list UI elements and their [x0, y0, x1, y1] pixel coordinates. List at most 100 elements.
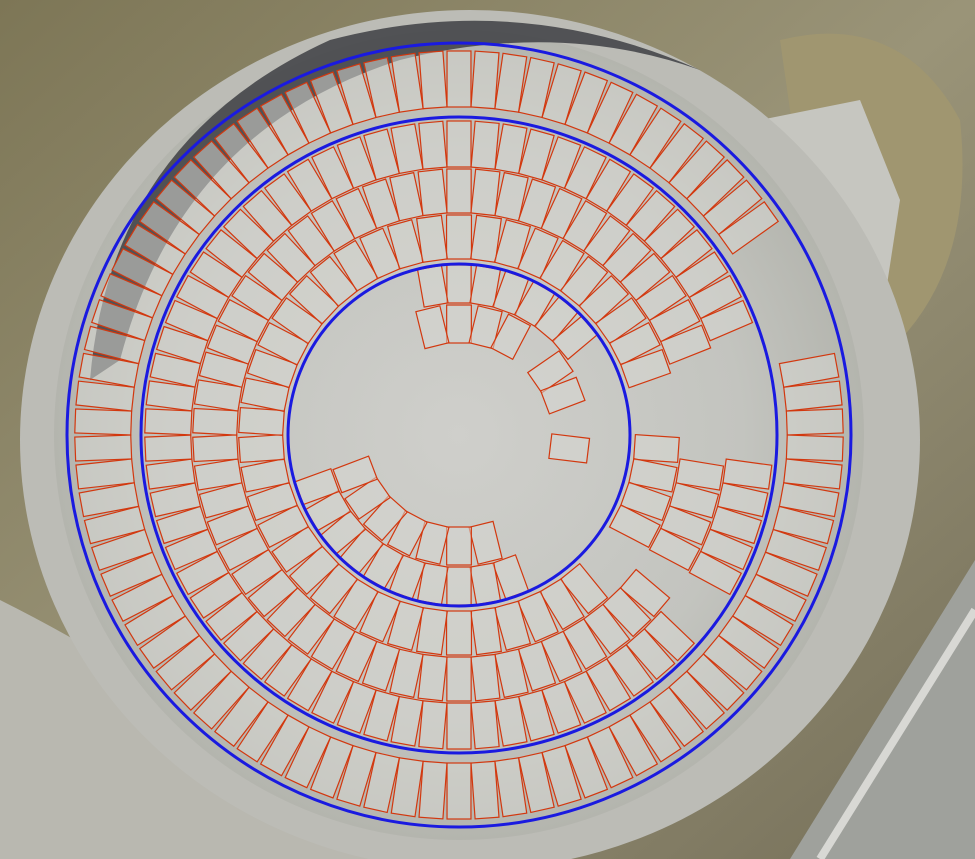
- solar-panel: [629, 701, 682, 763]
- solar-panel: [418, 50, 448, 110]
- solar-panel: [539, 376, 586, 415]
- solar-panel: [164, 299, 219, 342]
- solar-panel: [446, 762, 472, 820]
- solar-panel: [192, 407, 239, 436]
- solar-panel: [205, 591, 258, 641]
- solar-panel: [311, 146, 355, 200]
- solar-panel: [363, 689, 401, 742]
- solar-panel: [783, 380, 843, 412]
- solar-panel: [659, 324, 712, 365]
- solar-panel: [633, 433, 680, 464]
- solar-panel: [548, 433, 591, 464]
- solar-panel: [629, 107, 682, 169]
- solar-panel: [309, 71, 354, 134]
- solar-panel: [601, 232, 652, 284]
- solar-panel: [517, 689, 555, 742]
- solar-panel: [246, 481, 299, 522]
- solar-panel: [145, 380, 196, 412]
- solar-panel: [540, 187, 583, 240]
- solar-panel: [785, 408, 844, 436]
- solar-panel: [446, 168, 472, 214]
- solar-panel: [517, 128, 555, 181]
- solar-panel: [717, 201, 780, 255]
- solar-panel: [198, 351, 250, 389]
- solar-panel: [78, 352, 140, 388]
- solar-panel: [231, 548, 283, 596]
- solar-panel: [198, 481, 250, 519]
- solar-panel: [668, 481, 720, 519]
- solar-panel: [494, 171, 529, 222]
- solar-panel: [608, 504, 661, 549]
- solar-panel: [240, 457, 290, 493]
- solar-panel: [648, 298, 701, 343]
- solar-panel: [310, 199, 356, 252]
- solar-panel: [594, 297, 647, 345]
- solar-panel: [470, 214, 502, 263]
- solar-panel: [625, 628, 676, 681]
- solar-panel: [446, 120, 472, 168]
- solar-panel: [333, 578, 379, 631]
- solar-panel: [333, 239, 379, 292]
- solar-panel: [415, 305, 450, 350]
- solar-panel: [309, 736, 354, 799]
- solar-panel: [287, 215, 336, 267]
- solar-panel: [516, 227, 559, 280]
- solar-panel: [601, 586, 652, 638]
- solar-panel: [586, 81, 634, 144]
- solar-panel: [310, 618, 356, 671]
- solar-panel: [257, 504, 310, 549]
- solar-panel: [124, 223, 187, 276]
- solar-panel: [541, 63, 582, 126]
- solar-panel: [778, 482, 840, 518]
- solar-panel: [702, 634, 763, 691]
- solar-panel: [247, 252, 299, 302]
- solar-panel: [699, 528, 754, 571]
- boundary-circle: [286, 262, 632, 608]
- solar-panel: [648, 527, 701, 572]
- solar-panel: [332, 455, 379, 494]
- solar-panel: [286, 158, 333, 212]
- solar-panel: [526, 350, 574, 394]
- solar-panel: [100, 551, 163, 597]
- solar-panel: [785, 434, 844, 462]
- solar-panel: [193, 379, 243, 412]
- solar-panel: [562, 618, 608, 671]
- solar-panel: [222, 610, 275, 662]
- solar-panel: [564, 71, 609, 134]
- solar-panel: [539, 578, 585, 631]
- solar-panel: [288, 274, 340, 325]
- solar-panel: [628, 457, 678, 493]
- solar-panel: [390, 52, 424, 113]
- solar-panel: [100, 273, 163, 319]
- solar-panel: [688, 274, 743, 320]
- solar-panel: [155, 634, 216, 691]
- solar-panel: [470, 168, 501, 217]
- solar-panel: [286, 658, 333, 712]
- solar-panel: [582, 603, 631, 655]
- solar-panel: [605, 643, 655, 697]
- solar-panel: [217, 298, 270, 343]
- solar-panel: [564, 736, 609, 799]
- solar-panel: [494, 757, 528, 818]
- solar-panel: [494, 123, 528, 175]
- solar-panel: [446, 526, 472, 566]
- solar-panel: [445, 610, 473, 656]
- solar-panel: [493, 219, 532, 270]
- solar-panel: [390, 757, 424, 818]
- solar-panel: [659, 505, 712, 546]
- solar-panel: [361, 178, 401, 230]
- solar-panel: [494, 695, 528, 747]
- solar-panel: [138, 615, 201, 669]
- solar-panel: [90, 298, 154, 342]
- solar-panel: [242, 189, 293, 242]
- solar-panel: [175, 274, 230, 320]
- solar-panel: [309, 255, 359, 308]
- solar-panel: [336, 744, 377, 807]
- solar-panel: [236, 701, 289, 763]
- solar-panel: [619, 252, 671, 302]
- solar-panel: [416, 607, 448, 656]
- solar-panel: [149, 352, 202, 388]
- solar-panel: [238, 406, 285, 437]
- solar-panel: [619, 348, 672, 389]
- boundary-circle: [65, 41, 853, 829]
